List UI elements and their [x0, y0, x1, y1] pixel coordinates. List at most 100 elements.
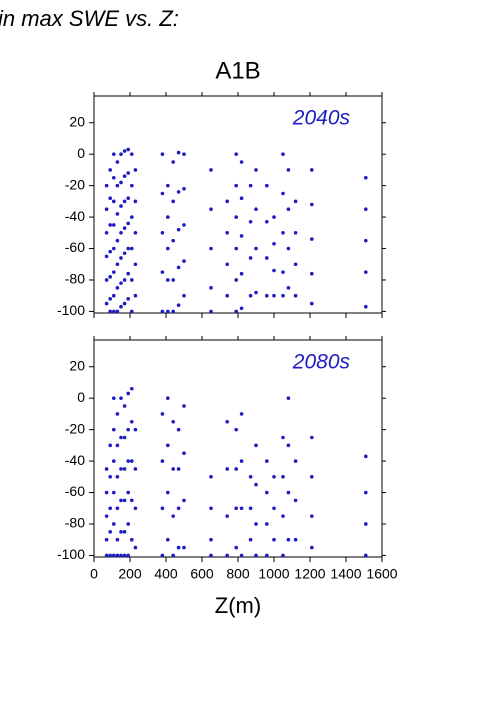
point	[209, 506, 213, 511]
point	[126, 553, 130, 558]
point	[126, 246, 130, 251]
y-tick-label: -20	[65, 176, 85, 192]
point	[160, 152, 165, 156]
point	[171, 419, 175, 424]
x-tick-label: 1400	[330, 566, 361, 582]
point	[286, 443, 291, 448]
point	[166, 183, 170, 188]
point	[239, 271, 244, 276]
y-tick-label: 20	[69, 113, 85, 129]
point	[160, 412, 165, 416]
point	[171, 553, 175, 558]
point	[234, 427, 238, 432]
point	[265, 256, 269, 260]
point	[166, 490, 170, 495]
point	[130, 309, 134, 314]
point	[133, 262, 138, 267]
point	[239, 412, 244, 416]
point	[364, 304, 368, 309]
point	[126, 271, 130, 276]
x-tick-label: 1200	[294, 566, 325, 582]
point	[122, 498, 127, 503]
x-tick-label: 600	[190, 566, 214, 582]
point	[122, 199, 127, 204]
point	[234, 278, 238, 282]
point	[171, 238, 175, 243]
point	[119, 281, 123, 285]
point	[171, 309, 175, 314]
point	[286, 537, 291, 542]
point	[130, 152, 134, 156]
point	[182, 186, 186, 191]
point	[176, 227, 181, 232]
x-axis-label: Z(m)	[215, 593, 261, 618]
point	[239, 160, 244, 164]
point	[119, 435, 123, 440]
point	[281, 293, 285, 298]
point	[104, 514, 109, 518]
point	[265, 459, 269, 463]
point	[281, 435, 285, 440]
point	[364, 553, 368, 558]
page-title: in max SWE vs. Z:	[0, 6, 179, 31]
point	[108, 506, 112, 511]
point	[248, 537, 253, 542]
y-tick-label: -100	[57, 546, 85, 562]
point	[112, 396, 116, 400]
point	[293, 459, 298, 463]
point	[171, 514, 175, 518]
point	[364, 270, 368, 274]
point	[281, 231, 285, 235]
point	[119, 204, 123, 208]
point	[119, 304, 123, 309]
x-tick-label: 800	[226, 566, 250, 582]
point	[171, 278, 175, 282]
point	[293, 231, 298, 235]
point	[364, 175, 368, 180]
point	[119, 256, 123, 260]
point	[160, 270, 165, 274]
point	[126, 490, 130, 495]
point	[234, 467, 238, 471]
point	[126, 171, 130, 175]
point	[209, 537, 213, 542]
point	[119, 231, 123, 235]
point	[122, 301, 127, 306]
point	[115, 160, 120, 164]
point	[133, 168, 138, 172]
point	[160, 191, 165, 196]
point	[130, 419, 134, 424]
point	[310, 475, 314, 479]
point	[160, 309, 165, 314]
y-tick-label: -80	[65, 271, 85, 287]
point	[254, 290, 258, 295]
point	[254, 482, 258, 487]
point	[166, 278, 170, 282]
x-tick-label: 200	[118, 566, 142, 582]
point	[286, 396, 291, 400]
point	[160, 553, 165, 558]
point	[281, 514, 285, 518]
panel-title: A1B	[215, 57, 260, 84]
panel-annotation: 2080s	[292, 351, 351, 374]
point	[254, 168, 258, 172]
y-tick-label: 0	[77, 145, 85, 161]
point	[112, 270, 116, 274]
point	[248, 475, 253, 479]
y-tick-label: -100	[57, 302, 85, 318]
point	[108, 196, 112, 201]
point	[115, 262, 120, 267]
point	[248, 506, 253, 511]
point	[176, 303, 181, 307]
point	[239, 553, 244, 558]
point	[281, 553, 285, 558]
point	[115, 412, 120, 416]
point	[112, 199, 116, 204]
point	[166, 396, 170, 400]
point	[310, 271, 314, 276]
point	[272, 537, 276, 542]
point	[254, 246, 258, 251]
point	[112, 490, 116, 495]
point	[104, 231, 109, 235]
point	[160, 506, 165, 511]
